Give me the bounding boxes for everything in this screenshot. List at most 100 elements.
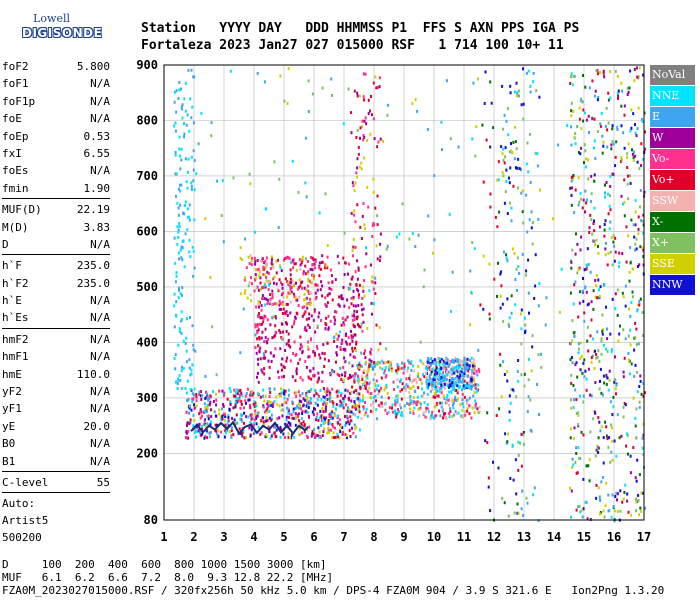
- echo-point: [605, 305, 607, 309]
- echo-point: [178, 80, 181, 84]
- echo-point: [295, 311, 298, 315]
- echo-point: [603, 75, 606, 79]
- echo-point: [637, 342, 640, 346]
- echo-point: [358, 405, 361, 409]
- echo-point: [604, 124, 607, 128]
- echo-point: [228, 430, 231, 434]
- echo-point: [634, 336, 637, 340]
- echo-point: [596, 296, 599, 300]
- echo-point: [315, 392, 318, 396]
- echo-point: [396, 394, 399, 397]
- echo-point: [311, 432, 314, 436]
- echo-point: [596, 356, 599, 360]
- echo-point: [605, 373, 608, 377]
- echo-point: [248, 281, 251, 285]
- echo-point: [304, 297, 307, 301]
- echo-point: [185, 349, 188, 353]
- echo-point: [343, 273, 346, 276]
- echo-point: [216, 423, 219, 427]
- echo-point: [488, 262, 491, 266]
- echo-point: [233, 388, 236, 392]
- echo-point: [526, 230, 529, 234]
- echo-point: [503, 113, 506, 117]
- echo-point: [482, 254, 485, 258]
- echo-point: [282, 295, 285, 299]
- echo-point: [372, 406, 375, 410]
- echo-point: [260, 368, 263, 372]
- echo-point: [433, 174, 436, 178]
- echo-point: [431, 410, 434, 414]
- echo-point: [323, 357, 326, 361]
- echo-point: [176, 382, 179, 385]
- echo-point: [352, 245, 355, 249]
- echo-point: [412, 384, 415, 388]
- echo-point: [386, 412, 389, 416]
- echo-point: [373, 382, 376, 386]
- echo-point: [186, 207, 189, 211]
- echo-point: [248, 398, 251, 402]
- echo-point: [441, 373, 444, 377]
- echo-point: [326, 301, 329, 305]
- echo-point: [469, 323, 472, 327]
- echo-point: [253, 418, 256, 422]
- echo-point: [443, 397, 446, 401]
- echo-point: [257, 425, 260, 429]
- echo-point: [194, 435, 197, 439]
- echo-point: [324, 327, 327, 331]
- echo-point: [268, 409, 271, 413]
- echo-point: [585, 290, 588, 294]
- echo-point: [401, 202, 404, 206]
- echo-point: [173, 100, 176, 104]
- echo-point: [255, 351, 258, 355]
- echo-point: [483, 102, 486, 105]
- echo-point: [304, 136, 307, 140]
- echo-point: [175, 110, 178, 114]
- autoscaling-id: 500200: [2, 531, 42, 545]
- echo-point: [374, 276, 377, 280]
- echo-point: [180, 317, 183, 321]
- echo-point: [360, 351, 363, 355]
- echo-point: [588, 479, 591, 483]
- param-value: N/A: [90, 437, 110, 451]
- echo-point: [604, 253, 607, 257]
- echo-point: [201, 432, 204, 436]
- echo-point: [634, 154, 637, 158]
- echo-point: [325, 316, 328, 320]
- echo-point: [250, 413, 253, 417]
- echo-point: [540, 352, 542, 356]
- echo-point: [629, 129, 632, 133]
- echo-point: [186, 113, 189, 117]
- echo-point: [198, 392, 201, 396]
- echo-point: [180, 147, 183, 151]
- echo-point: [265, 256, 268, 260]
- echo-point: [579, 341, 582, 345]
- echo-point: [502, 127, 505, 131]
- echo-point: [440, 405, 443, 409]
- echo-point: [634, 476, 637, 480]
- echo-point: [368, 386, 371, 390]
- echo-point: [597, 244, 599, 248]
- echo-point: [571, 83, 574, 87]
- echo-point: [527, 291, 530, 295]
- echo-point: [470, 377, 473, 381]
- echo-point: [311, 256, 314, 260]
- echo-point: [292, 416, 295, 420]
- echo-point: [306, 272, 309, 276]
- echo-point: [305, 404, 308, 408]
- echo-point: [607, 98, 610, 102]
- echo-point: [610, 426, 613, 430]
- echo-point: [333, 322, 336, 326]
- echo-point: [601, 329, 604, 333]
- plot-frame: [163, 64, 645, 521]
- echo-point: [331, 410, 334, 414]
- echo-point: [347, 87, 350, 91]
- echo-point: [298, 432, 301, 436]
- echo-point: [179, 189, 182, 193]
- echo-point: [505, 253, 508, 257]
- echo-point: [618, 332, 621, 336]
- echo-point: [361, 119, 364, 123]
- echo-point: [363, 369, 366, 373]
- echo-point: [526, 501, 529, 505]
- echo-point: [629, 246, 632, 250]
- echo-point: [324, 396, 327, 399]
